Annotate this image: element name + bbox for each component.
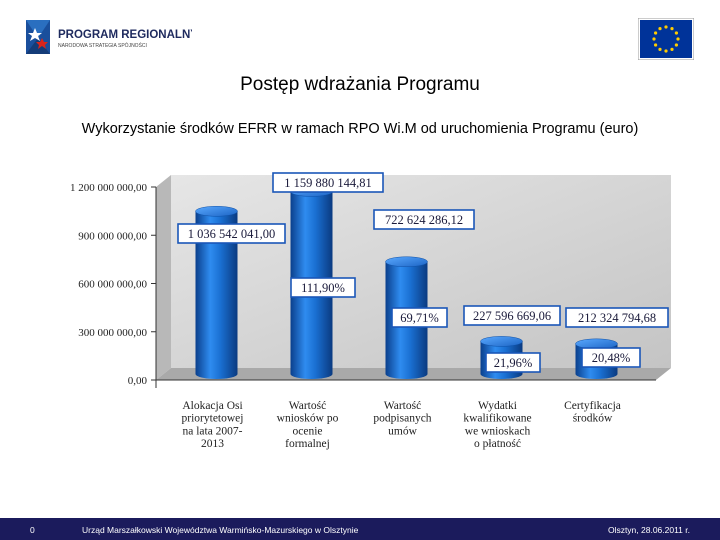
page-number: 0 — [30, 525, 35, 535]
page-title: Postęp wdrażania Programu — [240, 74, 480, 95]
bar-top — [480, 336, 523, 347]
eu-star-icon — [658, 47, 662, 51]
eu-star-icon — [664, 49, 668, 53]
svg-text:20,48%: 20,48% — [592, 351, 631, 365]
x-category-label: Certyfikacja środków — [564, 400, 621, 425]
y-tick-label: 0,00 — [128, 375, 148, 387]
data-label-percent: 20,48% — [581, 347, 641, 368]
data-label-percent: 21,96% — [485, 352, 541, 373]
logo-subtext: NARODOWA STRATEGIA SPÓJNOŚCI — [58, 41, 147, 49]
eu-star-icon — [652, 37, 656, 41]
data-label-value: 227 596 669,06 — [463, 305, 561, 326]
x-category-label: Wartość wniosków po ocenie formalnej — [277, 400, 339, 450]
eu-star-icon — [654, 43, 658, 47]
logo-mark-icon — [26, 20, 50, 54]
eu-star-icon — [664, 25, 668, 29]
data-label-value: 212 324 794,68 — [565, 307, 669, 328]
eu-star-icon — [658, 27, 662, 31]
svg-text:212 324 794,68: 212 324 794,68 — [578, 311, 656, 325]
eu-star-icon — [670, 27, 674, 31]
y-tick-label: 600 000 000,00 — [78, 279, 147, 291]
footer-bar: 0 Urząd Marszałkowski Województwa Warmiń… — [0, 518, 720, 540]
svg-text:722 624 286,12: 722 624 286,12 — [385, 213, 463, 227]
bar-chart: 0,00 300 000 000,00 600 000 000,00 900 000 … — [28, 150, 698, 515]
data-label-value: 1 036 542 041,00 — [177, 223, 286, 244]
svg-text:227 596 669,06: 227 596 669,06 — [473, 309, 551, 323]
svg-text:1 159 880 144,81: 1 159 880 144,81 — [284, 176, 372, 190]
logo-text: PROGRAM REGIONALNY — [58, 29, 192, 41]
x-category-label: Alokacja Osi priorytetowej na lata 2007-20… — [182, 400, 244, 450]
svg-text:21,96%: 21,96% — [494, 356, 533, 370]
bar-body — [195, 211, 238, 379]
svg-text:111,90%: 111,90% — [301, 281, 345, 295]
chart-side-wall — [156, 175, 171, 380]
y-tick-label: 1 200 000 000,00 — [70, 182, 148, 194]
x-category-label: Wartość podpisanych umów — [373, 400, 431, 437]
data-label-value: 722 624 286,12 — [373, 209, 475, 230]
eu-flag-icon — [637, 17, 695, 61]
eu-star-icon — [670, 47, 674, 51]
eu-star-icon — [674, 43, 678, 47]
svg-text:1 036 542 041,00: 1 036 542 041,00 — [188, 227, 276, 241]
bar — [195, 206, 238, 379]
eu-star-icon — [676, 37, 680, 41]
y-tick-label: 900 000 000,00 — [78, 230, 147, 242]
data-label-percent: 69,71% — [391, 307, 448, 328]
x-category-label: Wydatki kwalifikowane we wnioskach o płatno… — [463, 400, 531, 450]
y-tick-label: 300 000 000,00 — [78, 327, 147, 339]
eu-star-icon — [674, 31, 678, 35]
eu-star-icon — [654, 31, 658, 35]
program-regionalny-logo: PROGRAM REGIONALNY NARODOWA STRATEGIA SP… — [22, 16, 198, 62]
chart-subtitle: Wykorzystanie środków EFRR w ramach RPO … — [81, 121, 639, 137]
footer-date: Olsztyn, 28.06.2011 r. — [607, 525, 690, 535]
bar-top — [195, 206, 238, 217]
footer-institution: Urząd Marszałkowski Województwa Warmińsk… — [82, 525, 359, 535]
svg-text:69,71%: 69,71% — [400, 311, 439, 325]
data-label-percent: 111,90% — [290, 277, 356, 298]
bar-top — [385, 256, 428, 268]
data-label-value: 1 159 880 144,81 — [272, 172, 384, 193]
